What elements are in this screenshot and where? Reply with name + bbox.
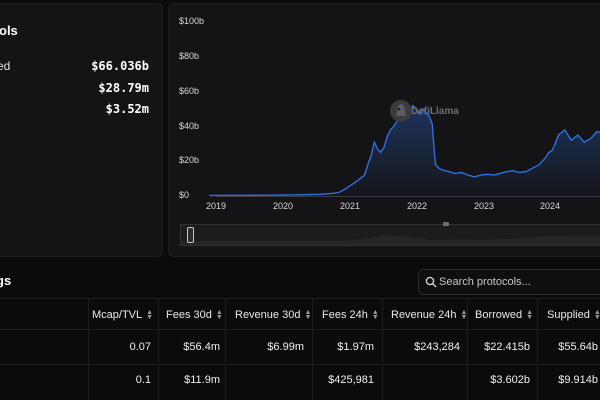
column-separator bbox=[312, 298, 313, 400]
sort-icon: ▲ ▼ bbox=[593, 309, 600, 321]
column-header-mcap-tvl[interactable]: Mcap/TVL ▲ ▼ bbox=[92, 309, 153, 321]
summary-row-value: $28.79m bbox=[98, 81, 149, 95]
watermark-text: DefiLlama bbox=[411, 106, 459, 117]
summary-row-value: $66.036b bbox=[91, 59, 149, 73]
x-tick-label: 2020 bbox=[273, 201, 294, 211]
search-protocols-box[interactable] bbox=[418, 269, 600, 295]
column-separator bbox=[158, 298, 159, 400]
y-tick-label: $20b bbox=[179, 155, 200, 165]
table-divider bbox=[0, 298, 600, 299]
column-header-fees-30d[interactable]: Fees 30d ▲ ▼ bbox=[166, 309, 223, 321]
y-tick-label: $100b bbox=[179, 16, 205, 26]
column-header-borrowed[interactable]: Borrowed ▲ ▼ bbox=[475, 309, 533, 321]
column-header-fees-24h[interactable]: Fees 24h ▲ ▼ bbox=[322, 309, 379, 321]
rankings-title: gs bbox=[0, 273, 12, 288]
brush-mini-chart bbox=[181, 235, 600, 245]
y-tick-label: $60b bbox=[179, 86, 200, 96]
column-separator bbox=[225, 298, 226, 400]
column-header-label: Fees 24h bbox=[322, 309, 368, 321]
column-header-label: Supplied bbox=[547, 309, 590, 321]
column-separator bbox=[88, 298, 89, 400]
column-separator bbox=[382, 298, 383, 400]
column-header-revenue-24h[interactable]: Revenue 24h ▲ ▼ bbox=[391, 309, 467, 321]
summary-panel: ols ed $66.036b $28.79m $3.52m bbox=[0, 3, 163, 257]
sort-icon: ▲ ▼ bbox=[526, 309, 534, 321]
column-header-label: Revenue 24h bbox=[391, 309, 457, 321]
table-cell: $6.99m bbox=[267, 341, 304, 353]
brush-left-handle[interactable] bbox=[187, 227, 194, 243]
tvl-area-chart[interactable] bbox=[169, 4, 600, 219]
column-header-label: Revenue 30d bbox=[235, 309, 301, 321]
summary-title: ols bbox=[0, 23, 18, 38]
x-tick-label: 2024 bbox=[540, 201, 561, 211]
table-divider bbox=[0, 329, 600, 330]
column-header-supplied[interactable]: Supplied ▲ ▼ bbox=[547, 309, 600, 321]
column-separator bbox=[467, 298, 468, 400]
table-cell: 0.1 bbox=[135, 374, 151, 386]
brush-grip-icon[interactable] bbox=[443, 222, 449, 226]
table-divider bbox=[0, 364, 600, 365]
x-tick-label: 2022 bbox=[407, 201, 428, 211]
sort-icon: ▲ ▼ bbox=[460, 309, 468, 321]
tvl-series-line bbox=[209, 104, 600, 197]
column-header-revenue-30d[interactable]: Revenue 30d ▲ ▼ bbox=[235, 309, 311, 321]
x-tick-label: 2019 bbox=[206, 201, 227, 211]
search-icon bbox=[425, 276, 437, 288]
x-tick-label: 2023 bbox=[474, 201, 495, 211]
x-tick-label: 2021 bbox=[340, 201, 361, 211]
y-tick-label: $40b bbox=[179, 121, 200, 131]
column-separator bbox=[537, 298, 538, 400]
chart-watermark: DefiLlama bbox=[390, 100, 459, 122]
table-cell: 0.07 bbox=[129, 341, 151, 353]
table-cell: $9.914b bbox=[558, 374, 598, 386]
tvl-chart-panel: $100b $80b $60b $40b $20b $0 2019 2020 2… bbox=[168, 3, 600, 257]
table-cell: $243,284 bbox=[414, 341, 460, 353]
search-input[interactable] bbox=[437, 273, 600, 291]
table-cell: $55.64b bbox=[558, 341, 598, 353]
table-cell: $22.415b bbox=[484, 341, 530, 353]
y-tick-label: $0 bbox=[179, 190, 190, 200]
column-header-label: Fees 30d bbox=[166, 309, 212, 321]
table-cell: $425,981 bbox=[328, 374, 374, 386]
column-header-label: Mcap/TVL bbox=[92, 309, 143, 321]
table-cell: $1.97m bbox=[337, 341, 374, 353]
column-header-label: Borrowed bbox=[475, 309, 523, 321]
defillama-logo-icon bbox=[390, 100, 412, 122]
summary-row-label: ed bbox=[0, 59, 11, 73]
sort-icon: ▲ ▼ bbox=[371, 309, 379, 321]
sort-icon: ▲ ▼ bbox=[215, 309, 223, 321]
table-cell: $3.602b bbox=[490, 374, 530, 386]
summary-row-value: $3.52m bbox=[105, 102, 149, 116]
sort-icon: ▲ ▼ bbox=[146, 309, 154, 321]
sort-icon: ▲ ▼ bbox=[304, 309, 312, 321]
time-range-brush[interactable] bbox=[180, 222, 600, 246]
y-tick-label: $80b bbox=[179, 51, 200, 61]
table-cell: $56.4m bbox=[183, 341, 220, 353]
table-cell: $11.9m bbox=[184, 374, 220, 386]
